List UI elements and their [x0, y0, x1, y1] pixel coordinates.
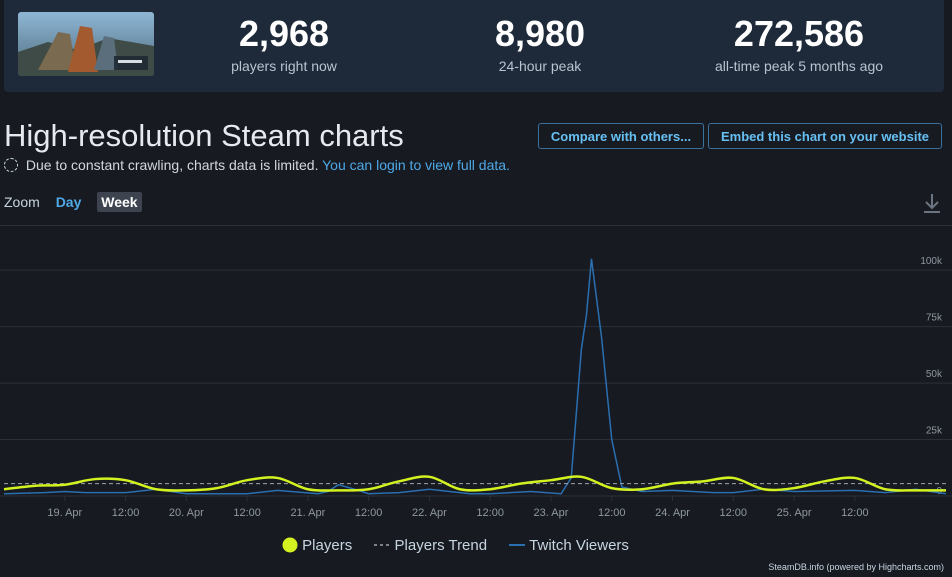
x-tick-label: 21. Apr: [290, 507, 325, 519]
legend-twitch[interactable]: Twitch Viewers: [509, 537, 629, 554]
twitch-viewers-line: [3, 258, 947, 495]
players-now-value: 2,968: [238, 13, 330, 54]
data-limit-notice: Due to constant crawling, charts data is…: [4, 157, 510, 173]
legend-trend-label: Players Trend: [394, 537, 488, 554]
legend-players[interactable]: Players: [282, 537, 352, 554]
game-thumbnail[interactable]: [18, 12, 154, 76]
loading-circle-icon: [4, 158, 18, 172]
x-tick-label: 19. Apr: [47, 507, 82, 519]
y-tick-label: 75k: [926, 313, 943, 324]
x-tick-label: 22. Apr: [412, 507, 447, 519]
players-now-stat: 2,968 players right now: [194, 13, 374, 75]
chart-legend: Players Players Trend Twitch Viewers: [282, 537, 647, 554]
x-tick-label: 23. Apr: [534, 507, 569, 519]
x-tick-label: 25. Apr: [777, 507, 812, 519]
y-tick-label: 50k: [926, 369, 943, 380]
players-line: [3, 475, 947, 492]
players-now-label: players right now: [231, 58, 337, 74]
chart-credit[interactable]: SteamDB.info (powered by Highcharts.com): [768, 562, 944, 572]
zoom-day-button[interactable]: Day: [55, 194, 82, 210]
x-tick-label: 12:00: [355, 507, 383, 519]
24h-peak-value: 8,980: [494, 13, 586, 54]
login-link[interactable]: You can login to view full data.: [322, 157, 510, 173]
x-tick-label: 24. Apr: [655, 507, 690, 519]
x-tick-label: 20. Apr: [169, 507, 204, 519]
y-tick-label: 100k: [920, 256, 943, 267]
24h-peak-label: 24-hour peak: [498, 58, 582, 74]
page-title: High-resolution Steam charts: [4, 118, 404, 153]
all-time-peak-value: 272,586: [733, 13, 865, 54]
download-icon[interactable]: [922, 192, 942, 214]
compare-button[interactable]: Compare with others...: [538, 123, 704, 149]
x-tick-label: 12:00: [233, 507, 261, 519]
x-tick-label: 12:00: [112, 507, 140, 519]
y-tick-label: 25k: [926, 426, 943, 437]
zoom-controls: Zoom Day Week: [4, 192, 142, 212]
line-icon: [509, 544, 526, 546]
stats-banner: 2,968 players right now 8,980 24-hour pe…: [4, 0, 944, 92]
legend-trend[interactable]: Players Trend: [374, 537, 487, 554]
zoom-label: Zoom: [4, 194, 40, 210]
legend-players-label: Players: [302, 537, 353, 554]
all-time-peak-label: all-time peak 5 months ago: [714, 58, 884, 74]
zoom-week-button[interactable]: Week: [97, 192, 142, 212]
x-tick-label: 12:00: [841, 507, 869, 519]
24h-peak-stat: 8,980 24-hour peak: [450, 13, 630, 75]
notice-text: Due to constant crawling, charts data is…: [25, 157, 319, 173]
players-dot-icon: [282, 537, 298, 553]
dashed-line-icon: [374, 544, 391, 546]
x-tick-label: 12:00: [720, 507, 748, 519]
embed-chart-button[interactable]: Embed this chart on your website: [708, 123, 942, 149]
legend-twitch-label: Twitch Viewers: [529, 537, 629, 554]
x-tick-label: 12:00: [598, 507, 626, 519]
all-time-peak-stat: 272,586 all-time peak 5 months ago: [694, 13, 904, 75]
x-tick-label: 12:00: [476, 507, 504, 519]
